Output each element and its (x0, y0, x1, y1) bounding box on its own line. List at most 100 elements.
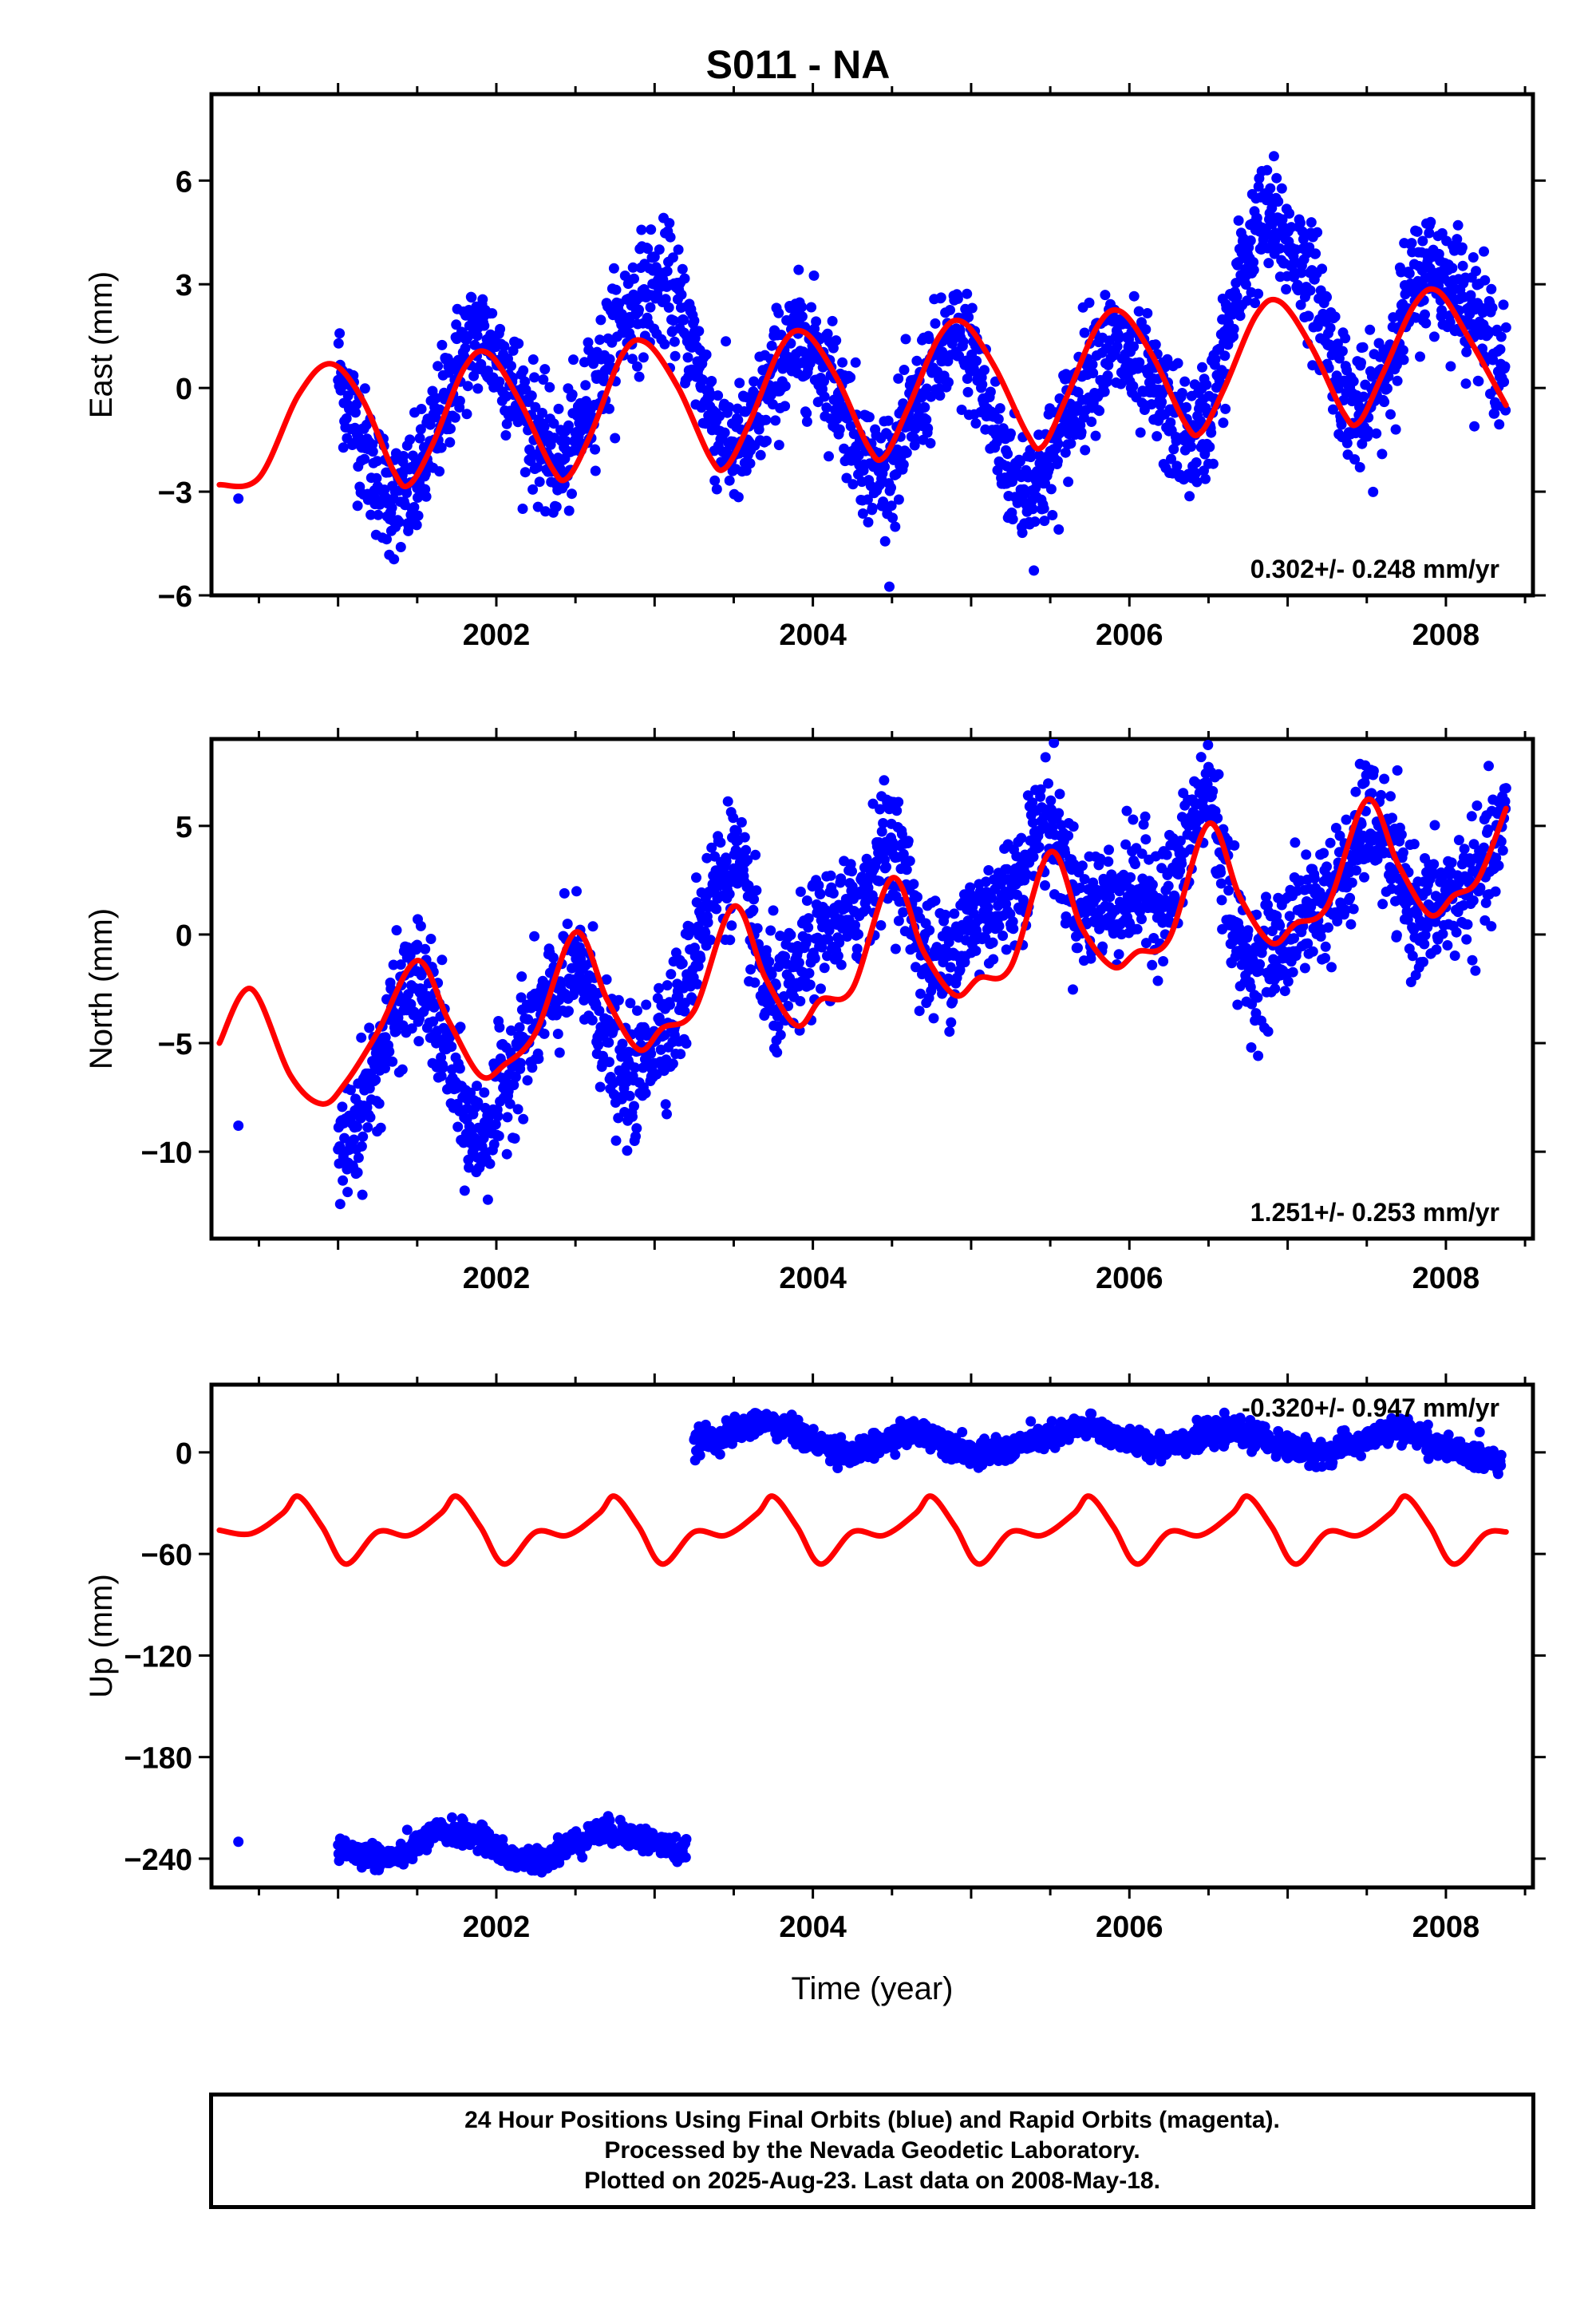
data-point (878, 818, 889, 828)
data-point (1063, 476, 1074, 488)
data-point (780, 401, 791, 412)
data-point (1113, 949, 1124, 960)
data-point (1043, 778, 1053, 789)
data-point (1215, 878, 1227, 889)
data-point (1248, 264, 1259, 275)
data-point (1219, 350, 1231, 362)
data-point (352, 500, 363, 512)
data-point (1295, 299, 1306, 310)
data-point (1495, 331, 1507, 342)
data-point (1356, 358, 1366, 368)
data-point (1449, 951, 1460, 961)
data-point (380, 1032, 391, 1043)
data-point (1060, 447, 1071, 458)
data-point (662, 266, 673, 277)
data-point (753, 424, 764, 435)
data-point (1045, 484, 1057, 495)
data-point (1179, 376, 1191, 387)
data-point (638, 352, 649, 363)
data-point (1377, 899, 1389, 910)
data-point (1312, 227, 1323, 238)
y-tick-label: 3 (176, 269, 192, 302)
data-point (1471, 266, 1482, 277)
data-point (357, 1189, 368, 1200)
data-point (1356, 819, 1367, 829)
data-point (646, 224, 657, 235)
data-point (1197, 362, 1207, 373)
data-point (375, 1122, 386, 1133)
data-point (433, 361, 444, 372)
data-point (886, 482, 896, 493)
data-point (693, 326, 705, 337)
data-point (679, 273, 690, 284)
data-point (640, 1088, 651, 1099)
data-point (437, 1062, 448, 1073)
data-point (1079, 874, 1090, 885)
data-point (571, 886, 582, 897)
data-point (619, 271, 630, 281)
data-point (1365, 324, 1376, 335)
data-point (662, 1109, 672, 1120)
data-point (700, 418, 711, 429)
data-point (1097, 941, 1108, 952)
data-point (526, 390, 537, 401)
data-point (654, 982, 665, 994)
data-point (391, 925, 402, 936)
data-point (899, 365, 910, 375)
data-point (1498, 299, 1509, 310)
data-point (613, 994, 624, 1006)
data-point (1461, 934, 1472, 945)
data-point (943, 973, 954, 984)
data-point (832, 413, 843, 425)
y-tick-label: 0 (176, 1437, 192, 1471)
data-point (622, 1145, 633, 1156)
data-point (1336, 419, 1347, 430)
data-point (1191, 457, 1202, 468)
data-point (867, 503, 878, 513)
data-point (444, 437, 456, 448)
data-point (384, 1046, 395, 1057)
data-point (1140, 811, 1151, 822)
data-point (1305, 285, 1316, 296)
data-point (1203, 740, 1214, 750)
y-tick-label: 0 (176, 373, 192, 406)
data-point (1104, 891, 1116, 903)
data-point (594, 1006, 605, 1016)
data-point (1325, 322, 1336, 334)
data-point (1125, 871, 1136, 883)
data-point (547, 952, 559, 963)
data-point (519, 467, 531, 478)
data-point (387, 1056, 398, 1067)
data-point (1186, 441, 1197, 453)
data-point (1218, 417, 1229, 429)
data-point (924, 925, 935, 936)
data-point (1307, 946, 1318, 957)
data-point (455, 1022, 466, 1033)
data-point (752, 923, 763, 934)
data-point (891, 805, 903, 816)
data-point (719, 427, 730, 438)
data-point (1348, 376, 1359, 387)
data-point (726, 920, 737, 931)
data-point (1262, 164, 1273, 176)
data-point (700, 927, 711, 938)
data-point (530, 401, 541, 413)
data-point (1147, 959, 1158, 970)
data-point (1425, 216, 1436, 227)
data-point (1486, 283, 1497, 294)
data-point (663, 302, 674, 313)
data-point (1350, 786, 1361, 797)
data-point (901, 864, 912, 875)
data-point (922, 423, 934, 434)
data-point (1321, 291, 1332, 302)
data-point (463, 1154, 474, 1165)
data-point (538, 374, 549, 385)
data-point (537, 408, 547, 418)
data-point (1429, 820, 1440, 831)
data-point (341, 413, 352, 424)
data-point (952, 293, 963, 304)
data-point (709, 475, 721, 486)
data-point (825, 870, 836, 881)
data-point (1138, 819, 1149, 830)
